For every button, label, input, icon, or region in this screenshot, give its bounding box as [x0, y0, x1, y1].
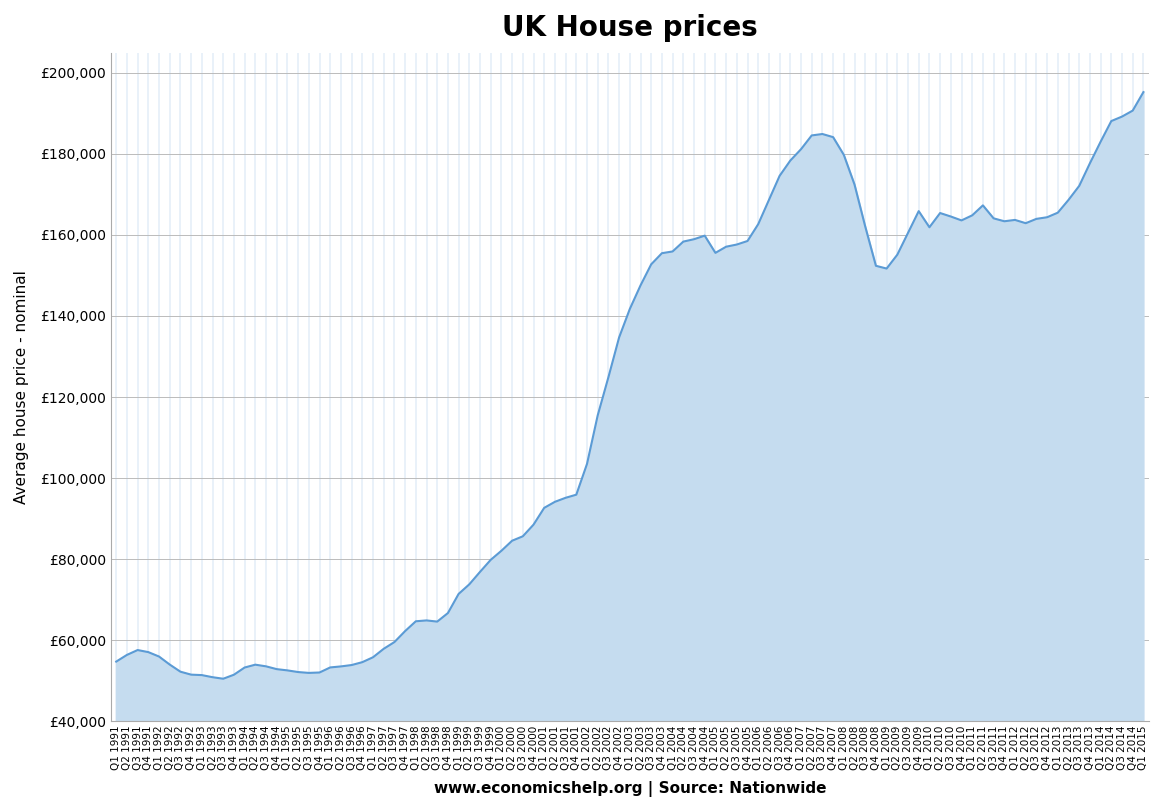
Title: UK House prices: UK House prices	[502, 14, 757, 42]
Y-axis label: Average house price - nominal: Average house price - nominal	[14, 270, 29, 504]
X-axis label: www.economicshelp.org | Source: Nationwide: www.economicshelp.org | Source: Nationwi…	[434, 781, 826, 797]
